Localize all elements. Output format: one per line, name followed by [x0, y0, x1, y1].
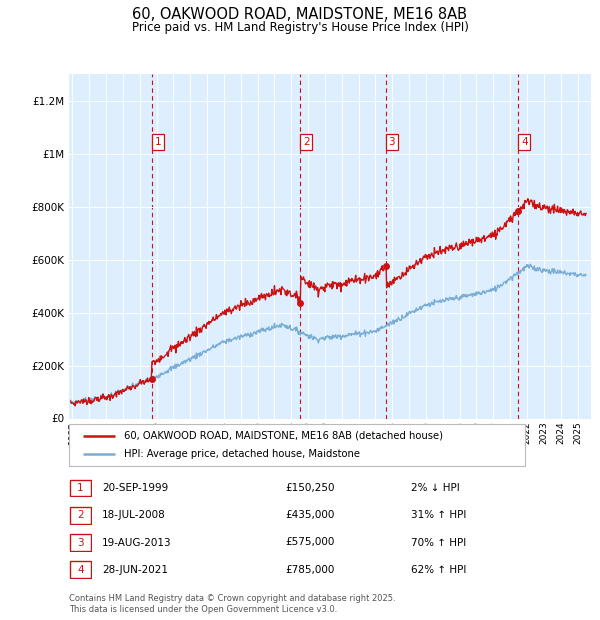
Text: 3: 3 [77, 538, 84, 547]
Text: 62% ↑ HPI: 62% ↑ HPI [411, 565, 466, 575]
FancyBboxPatch shape [70, 480, 91, 496]
Text: 4: 4 [521, 137, 527, 147]
FancyBboxPatch shape [69, 424, 525, 466]
Text: 18-JUL-2008: 18-JUL-2008 [102, 510, 166, 520]
Text: Contains HM Land Registry data © Crown copyright and database right 2025.
This d: Contains HM Land Registry data © Crown c… [69, 595, 395, 614]
FancyBboxPatch shape [70, 507, 91, 523]
Text: 60, OAKWOOD ROAD, MAIDSTONE, ME16 8AB (detached house): 60, OAKWOOD ROAD, MAIDSTONE, ME16 8AB (d… [124, 431, 443, 441]
Text: 19-AUG-2013: 19-AUG-2013 [102, 538, 172, 547]
Text: 20-SEP-1999: 20-SEP-1999 [102, 483, 168, 493]
Text: 28-JUN-2021: 28-JUN-2021 [102, 565, 168, 575]
Text: 2: 2 [77, 510, 84, 520]
Text: 3: 3 [389, 137, 395, 147]
Text: 1: 1 [77, 483, 84, 493]
Text: HPI: Average price, detached house, Maidstone: HPI: Average price, detached house, Maid… [124, 450, 360, 459]
FancyBboxPatch shape [70, 534, 91, 551]
Text: £435,000: £435,000 [285, 510, 334, 520]
Text: 1: 1 [154, 137, 161, 147]
Text: 70% ↑ HPI: 70% ↑ HPI [411, 538, 466, 547]
Text: £575,000: £575,000 [285, 538, 334, 547]
Text: £785,000: £785,000 [285, 565, 334, 575]
Text: Price paid vs. HM Land Registry's House Price Index (HPI): Price paid vs. HM Land Registry's House … [131, 21, 469, 34]
Text: 60, OAKWOOD ROAD, MAIDSTONE, ME16 8AB: 60, OAKWOOD ROAD, MAIDSTONE, ME16 8AB [133, 7, 467, 22]
Text: 2% ↓ HPI: 2% ↓ HPI [411, 483, 460, 493]
Text: 2: 2 [303, 137, 310, 147]
Text: 4: 4 [77, 565, 84, 575]
FancyBboxPatch shape [70, 562, 91, 578]
Text: £150,250: £150,250 [285, 483, 335, 493]
Text: 31% ↑ HPI: 31% ↑ HPI [411, 510, 466, 520]
